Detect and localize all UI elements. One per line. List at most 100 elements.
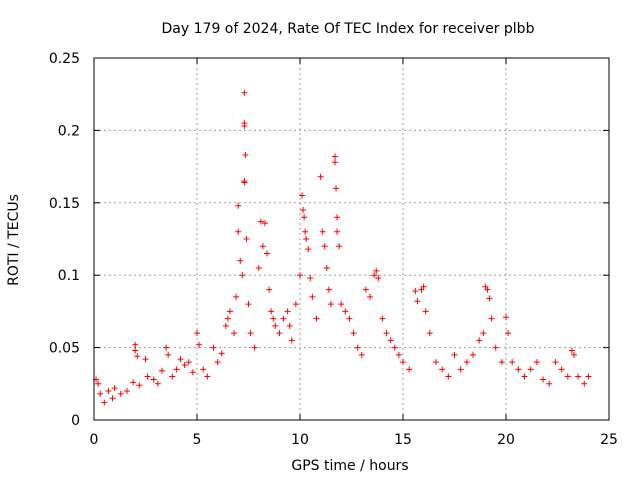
data-point xyxy=(235,202,242,209)
x-tick-label: 20 xyxy=(497,432,515,448)
data-point xyxy=(422,308,429,315)
data-point xyxy=(194,330,200,337)
data-point xyxy=(134,353,141,360)
data-point xyxy=(266,286,273,293)
data-point xyxy=(480,330,487,337)
x-tick-label: 5 xyxy=(193,432,202,448)
grid-lines xyxy=(94,58,609,420)
data-point xyxy=(165,351,172,358)
data-point xyxy=(317,173,324,180)
data-point xyxy=(552,359,559,366)
data-point xyxy=(406,366,413,373)
data-point xyxy=(457,366,464,373)
data-point xyxy=(132,347,139,354)
data-point xyxy=(585,373,592,380)
data-point xyxy=(214,359,221,366)
data-point xyxy=(276,330,283,337)
x-tick-label: 10 xyxy=(291,432,309,448)
data-point xyxy=(97,390,104,397)
data-point xyxy=(226,308,233,315)
data-point xyxy=(297,272,303,279)
data-point xyxy=(255,264,262,271)
data-point xyxy=(237,257,244,264)
data-point xyxy=(350,330,357,337)
data-point xyxy=(299,192,306,199)
data-point xyxy=(185,359,192,366)
data-point xyxy=(117,390,124,397)
data-point xyxy=(142,356,149,363)
data-point xyxy=(261,220,268,227)
data-point xyxy=(333,185,340,192)
data-point xyxy=(109,395,116,402)
data-point xyxy=(239,272,246,279)
data-point xyxy=(280,315,287,322)
data-point xyxy=(334,228,341,235)
data-point xyxy=(375,275,382,282)
data-point xyxy=(292,301,299,308)
data-point xyxy=(132,341,139,348)
data-point xyxy=(451,351,458,358)
data-point xyxy=(288,337,295,344)
y-tick-label: 0 xyxy=(71,413,80,429)
y-tick-label: 0.2 xyxy=(58,123,80,139)
data-point xyxy=(231,330,238,337)
data-point xyxy=(313,315,320,322)
data-point xyxy=(412,288,419,295)
data-point xyxy=(325,286,332,293)
y-tick-label: 0.1 xyxy=(58,268,80,284)
data-point xyxy=(414,298,421,305)
x-tick-label: 0 xyxy=(90,432,99,448)
chart-title: Day 179 of 2024, Rate Of TEC Index for r… xyxy=(162,21,535,37)
data-point xyxy=(302,228,309,235)
data-point xyxy=(503,314,509,321)
data-point xyxy=(334,214,341,221)
data-point xyxy=(130,379,137,386)
data-point xyxy=(268,308,275,315)
data-point xyxy=(505,330,512,337)
data-point xyxy=(101,399,108,406)
data-point xyxy=(395,351,402,358)
data-point xyxy=(527,366,534,373)
data-point xyxy=(509,359,516,366)
data-point xyxy=(243,236,250,242)
data-point xyxy=(533,359,540,366)
x-tick-label: 15 xyxy=(394,432,412,448)
data-point xyxy=(476,337,483,344)
data-points xyxy=(93,89,592,406)
data-point xyxy=(270,315,277,322)
data-point xyxy=(488,315,495,322)
data-point xyxy=(301,214,308,221)
data-point xyxy=(210,344,217,351)
data-point xyxy=(286,322,293,329)
data-point xyxy=(222,322,229,329)
plot-frame xyxy=(93,57,610,421)
data-point xyxy=(379,315,386,322)
data-point xyxy=(189,369,196,376)
axis-ticks: 0 5 10 15 20 25 0 0.05 0.1 0.15 0.2 0.25 xyxy=(49,51,618,448)
data-point xyxy=(169,373,176,380)
data-point xyxy=(515,366,522,373)
data-point xyxy=(332,153,339,160)
data-point xyxy=(233,293,240,300)
data-point xyxy=(181,361,188,368)
data-point xyxy=(338,301,345,308)
data-point xyxy=(575,373,582,380)
data-point xyxy=(235,228,242,235)
data-point xyxy=(200,366,207,373)
data-point xyxy=(307,275,314,282)
data-point xyxy=(218,350,225,357)
data-point xyxy=(272,322,279,329)
data-point xyxy=(362,286,369,293)
data-point xyxy=(204,373,211,380)
data-point xyxy=(257,218,264,225)
data-point xyxy=(173,366,180,373)
data-point xyxy=(163,344,170,351)
data-point xyxy=(492,344,499,351)
data-point xyxy=(391,344,398,351)
x-axis-label: GPS time / hours xyxy=(291,458,408,474)
data-point xyxy=(383,330,390,337)
data-point xyxy=(420,283,427,290)
x-tick-label: 25 xyxy=(600,432,618,448)
data-point xyxy=(241,89,248,96)
